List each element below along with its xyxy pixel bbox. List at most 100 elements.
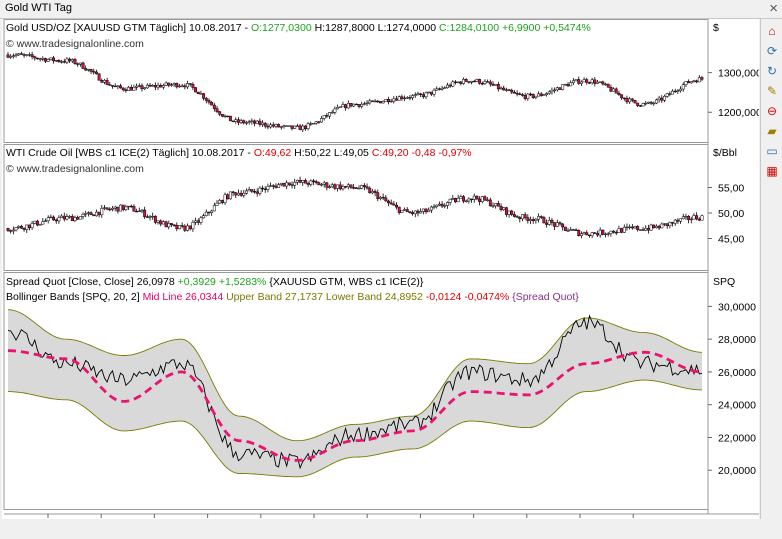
wti-candle	[604, 233, 607, 235]
gold-candle	[271, 124, 275, 127]
wti-candle	[360, 185, 364, 189]
wti-candle	[697, 218, 701, 221]
wti-candle	[153, 215, 157, 223]
wti-candle	[41, 221, 45, 225]
gold-candle	[65, 58, 69, 63]
wti-candle	[542, 217, 546, 224]
wti-candle	[585, 232, 589, 236]
gold-candle	[641, 103, 645, 107]
wti-candle	[46, 217, 50, 222]
wti-candle	[183, 225, 187, 231]
wti-candle	[70, 216, 74, 222]
wti-candle	[590, 232, 594, 236]
minus-circle-icon[interactable]: ⊖	[766, 104, 778, 118]
wti-candle	[609, 230, 613, 234]
note-icon[interactable]: ✎	[766, 84, 778, 98]
wti-candle	[346, 184, 350, 188]
gold-candle	[660, 97, 664, 101]
wti-candle	[84, 212, 88, 215]
gold-candle	[700, 77, 704, 80]
gold-candle	[220, 114, 224, 117]
gold-candle	[515, 92, 519, 95]
gold-candle	[630, 98, 634, 101]
grid-icon[interactable]: ▦	[766, 164, 778, 178]
gold-candle	[571, 80, 575, 83]
wti-candle	[515, 216, 519, 218]
gold-candle	[231, 120, 235, 122]
wti-candle	[228, 191, 232, 200]
wti-candle	[245, 190, 248, 194]
wti-candle	[76, 217, 80, 220]
gold-candle	[341, 104, 345, 108]
close-icon[interactable]: ×	[769, 0, 778, 17]
gold-candle	[212, 104, 216, 109]
gold-candle	[336, 106, 340, 110]
gold-candle	[542, 94, 546, 96]
gold-candle	[22, 54, 26, 56]
gold-candle	[49, 57, 53, 60]
gold-candle	[242, 120, 246, 124]
gold-candle	[574, 79, 578, 82]
gold-candle	[156, 85, 160, 88]
wti-candle	[103, 207, 106, 209]
wti-candle	[459, 196, 463, 199]
wti-candle	[545, 222, 549, 225]
gold-candle	[649, 101, 653, 104]
recycle-icon[interactable]: ↻	[766, 64, 778, 78]
gold-candle	[569, 82, 573, 87]
gold-candle	[298, 125, 302, 131]
wti-candle	[22, 227, 26, 230]
wti-candle	[614, 232, 618, 234]
gold-candle	[325, 115, 329, 117]
wti-candle	[255, 191, 259, 194]
gold-candle	[494, 84, 498, 86]
wti-candle	[354, 187, 358, 189]
wti-candle	[175, 224, 179, 230]
wti-candle	[314, 181, 318, 183]
wti-candle	[303, 180, 307, 184]
wti-candle	[384, 197, 388, 202]
gold-candle	[81, 62, 85, 69]
wti-candle	[226, 194, 230, 200]
chart-canvas[interactable]: 1300,0000 1200,0000 55,00 50,00 45,00 30,0000…	[2, 19, 759, 519]
wti-candle	[322, 182, 326, 185]
gold-candle	[124, 89, 128, 91]
gold-candle	[445, 84, 449, 89]
wti-candle	[274, 185, 278, 188]
wti-candle	[247, 189, 251, 192]
wti-candle	[652, 224, 656, 228]
wti-candle	[400, 209, 404, 213]
wti-candle	[630, 226, 634, 229]
bollinger-mid: Mid Line 26,0344	[142, 291, 224, 303]
comment-icon[interactable]: ▭	[766, 144, 778, 158]
refresh-icon[interactable]: ⟳	[766, 44, 778, 58]
wti-candle	[17, 225, 21, 228]
wti-candle	[188, 225, 192, 230]
gold-candle	[488, 81, 492, 85]
wti-candle	[116, 206, 120, 212]
gold-candle	[119, 85, 122, 89]
wti-candle	[561, 223, 565, 228]
wti-candle	[121, 204, 125, 210]
wti-candle	[695, 215, 699, 220]
wti-candle	[612, 230, 616, 233]
gold-candle	[234, 119, 238, 122]
wti-candle	[494, 203, 498, 207]
gold-candle	[429, 91, 433, 95]
wti-candle	[456, 197, 460, 203]
gold-candle	[121, 87, 125, 91]
wti-candle	[526, 217, 530, 221]
tag-icon[interactable]: ▰	[767, 124, 777, 138]
gold-low: L:1274,0000	[377, 22, 437, 34]
wti-candle	[593, 232, 597, 234]
gold-candle	[625, 98, 629, 103]
wti-unit: $/Bbl	[713, 147, 737, 159]
gold-candle	[199, 93, 203, 95]
wti-candle	[57, 217, 61, 222]
house-icon[interactable]: ⌂	[768, 24, 776, 38]
wti-candle	[124, 206, 128, 210]
wti-candle	[475, 195, 479, 200]
gold-candle	[116, 85, 120, 87]
gold-candle	[448, 84, 452, 87]
gold-candle	[250, 120, 254, 122]
